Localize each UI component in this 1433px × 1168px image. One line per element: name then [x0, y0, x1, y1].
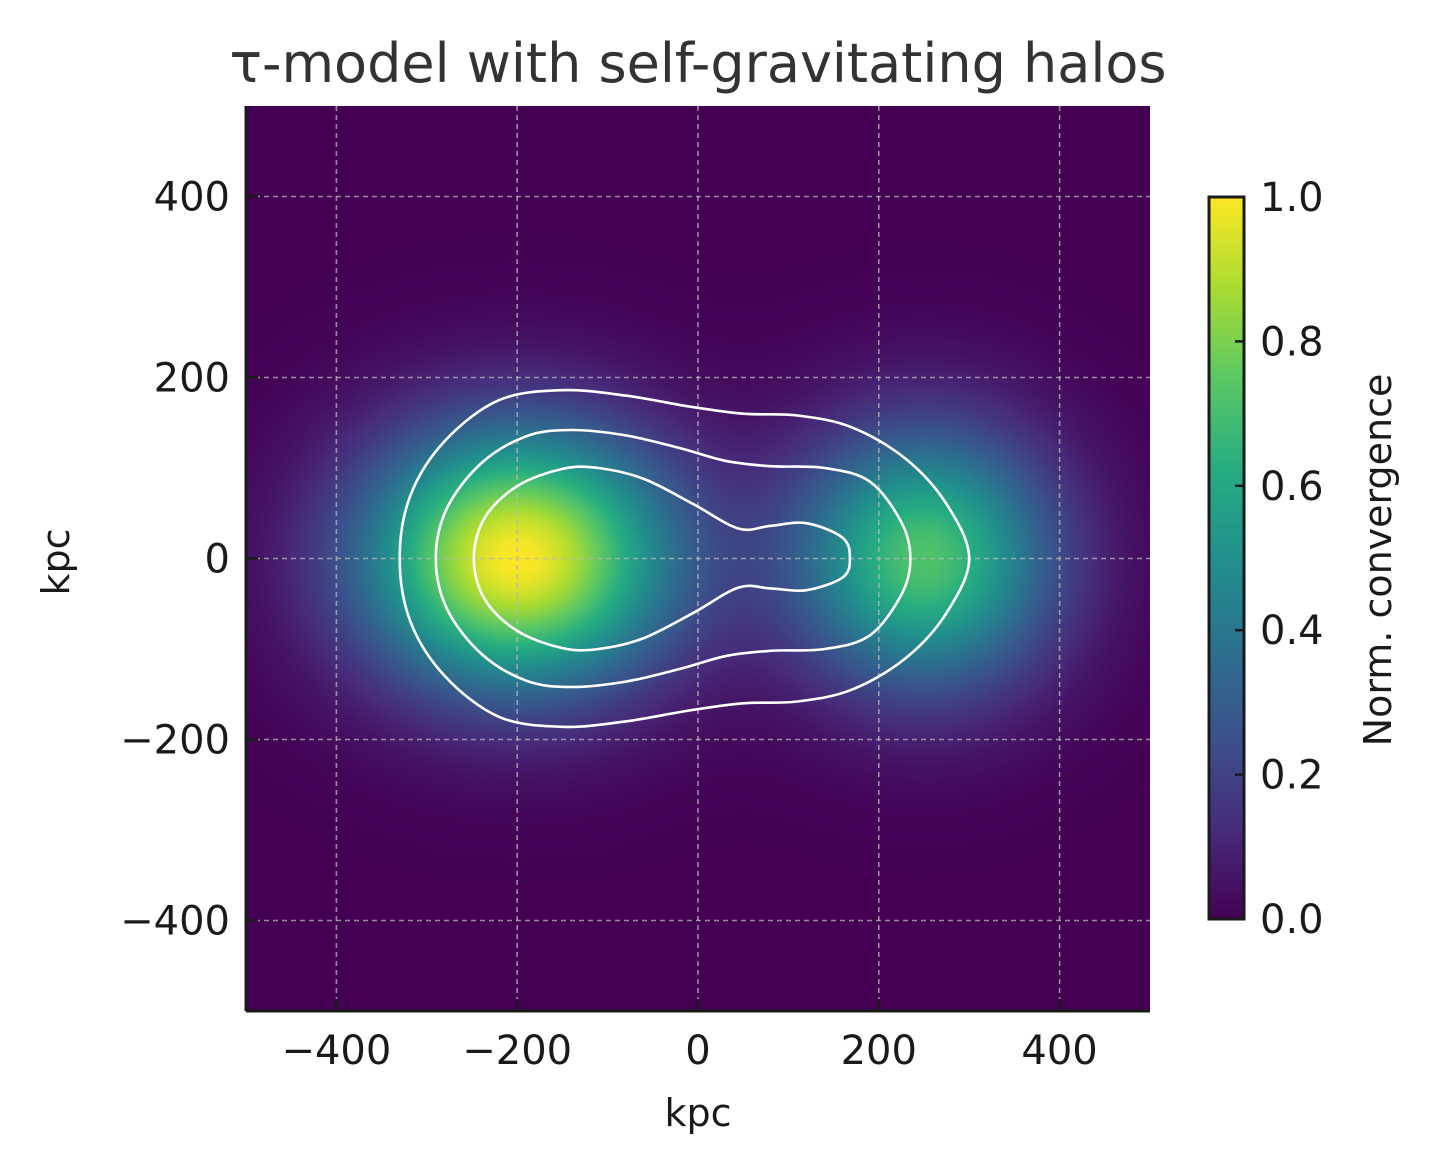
y-tick-label: −200: [120, 718, 230, 764]
colorbar-ticks: 0.0 0.2 0.4 0.6 0.8 1.0: [1235, 175, 1324, 943]
colorbar-tick-label: 1.0: [1260, 175, 1324, 221]
y-tick-label: 0: [205, 537, 230, 583]
colorbar-tick-label: 0.0: [1260, 897, 1324, 943]
contour-line-3: [472, 465, 852, 652]
colorbar: 0.0 0.2 0.4 0.6 0.8 1.0 Norm. convergence: [1207, 175, 1400, 943]
colorbar-tick-label: 0.2: [1260, 753, 1324, 799]
y-axis-label: kpc: [34, 528, 78, 595]
contour-line-2: [434, 428, 912, 689]
x-tick-label: 400: [1021, 1028, 1097, 1074]
contour-line-1: [398, 388, 971, 729]
grid-lines: [246, 106, 1150, 1011]
x-axis-label: kpc: [664, 1091, 731, 1135]
x-axis-ticks: −400 −200 0 200 400: [281, 999, 1098, 1074]
colorbar-label: Norm. convergence: [1356, 374, 1400, 747]
plot-area: [246, 106, 1150, 1011]
y-tick-label: −400: [120, 899, 230, 945]
colorbar-tick-label: 0.4: [1260, 608, 1324, 654]
colorbar-tick-label: 0.8: [1260, 319, 1324, 365]
chart-title: τ-model with self-gravitating halos: [229, 32, 1166, 95]
y-axis-ticks: −400 −200 0 200 400: [120, 175, 258, 945]
contour-lines: [398, 388, 971, 729]
x-tick-label: 0: [685, 1028, 710, 1074]
y-tick-label: 400: [154, 175, 230, 221]
x-tick-label: −400: [281, 1028, 391, 1074]
y-tick-label: 200: [154, 356, 230, 402]
colorbar-gradient: [1207, 195, 1246, 921]
x-tick-label: 200: [841, 1028, 917, 1074]
x-tick-label: −200: [462, 1028, 572, 1074]
colorbar-tick-label: 0.6: [1260, 464, 1324, 510]
